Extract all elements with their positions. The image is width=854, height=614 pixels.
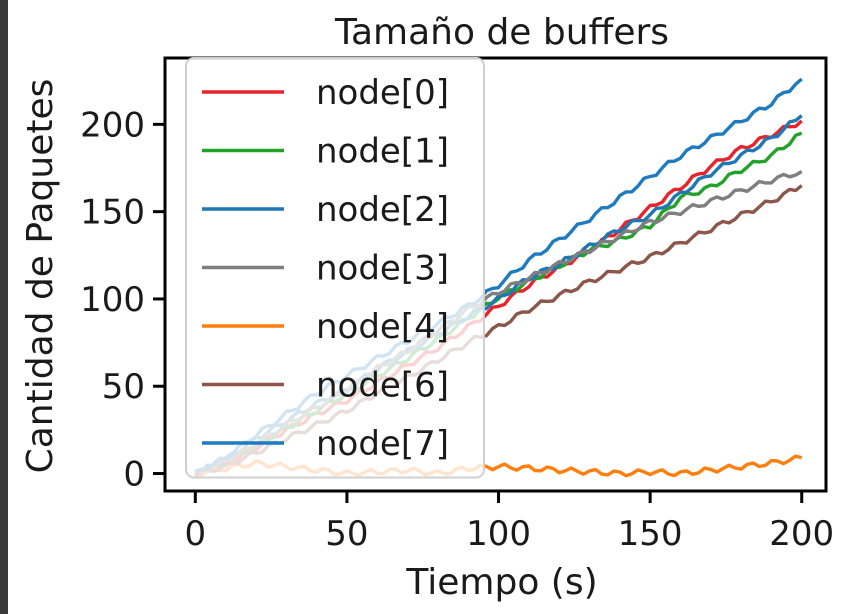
legend-label: node[0] [316,73,449,113]
y-tick-label: 0 [123,455,145,495]
x-tick-label: 200 [769,514,834,554]
y-tick-label: 200 [80,105,145,145]
chart-title: Tamaño de buffers [334,12,669,53]
x-tick-label: 0 [185,514,207,554]
x-axis-ticks: 0 50 100 150 200 [185,491,834,554]
plot-frame [163,56,828,493]
legend-label: node[7] [316,424,449,464]
legend-label: node[3] [316,249,449,289]
legend: node[0] node[1] node[2] node[3] node[4] node[… [185,57,485,479]
y-tick-label: 50 [102,367,145,407]
legend-label: node[6] [316,366,449,406]
legend-label: node[4] [316,307,449,347]
y-axis-label: Cantidad de Paquetes [20,79,61,474]
legend-label: node[1] [316,132,449,172]
x-tick-label: 50 [325,514,368,554]
window-edge [0,0,8,614]
legend-label: node[2] [316,190,449,230]
x-tick-label: 150 [618,514,683,554]
y-tick-label: 150 [80,193,145,233]
y-axis-ticks: 0 50 100 150 200 [80,105,165,495]
y-tick-label: 100 [80,280,145,320]
x-tick-label: 100 [466,514,531,554]
legend-box [185,57,485,479]
x-axis-label: Tiempo (s) [405,562,597,603]
